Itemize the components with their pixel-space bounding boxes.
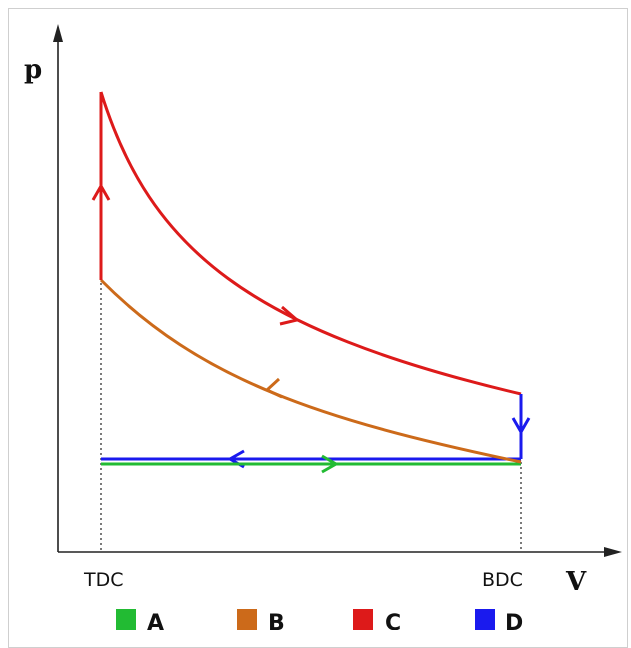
y-axis-label: p (24, 55, 42, 85)
process-b-arrow-icon (264, 377, 283, 399)
pv-diagram: p V TDC BDC A B C D (24, 24, 622, 630)
tdc-label: TDC (83, 569, 124, 591)
legend-label-b: B (268, 611, 285, 630)
process-c-arrow-icon (279, 305, 301, 326)
process-d-down-arrow-icon (511, 417, 531, 436)
legend-swatch-a (116, 609, 136, 630)
process-c-up-arrow-icon (91, 182, 111, 201)
x-axis-arrow-icon (604, 547, 622, 557)
legend-swatch-b (237, 609, 257, 630)
y-axis-arrow-icon (53, 24, 63, 42)
process-c-expansion-curve (99, 91, 522, 396)
legend-label-d: D (505, 611, 523, 630)
x-axis-label: V (565, 567, 587, 597)
bdc-label: BDC (482, 569, 523, 591)
legend-swatch-d (475, 609, 495, 630)
process-a-arrow-icon (321, 454, 340, 474)
legend-label-a: A (147, 611, 164, 630)
legend-label-c: C (385, 611, 401, 630)
process-b-curve (99, 278, 522, 464)
legend-swatch-c (353, 609, 373, 630)
